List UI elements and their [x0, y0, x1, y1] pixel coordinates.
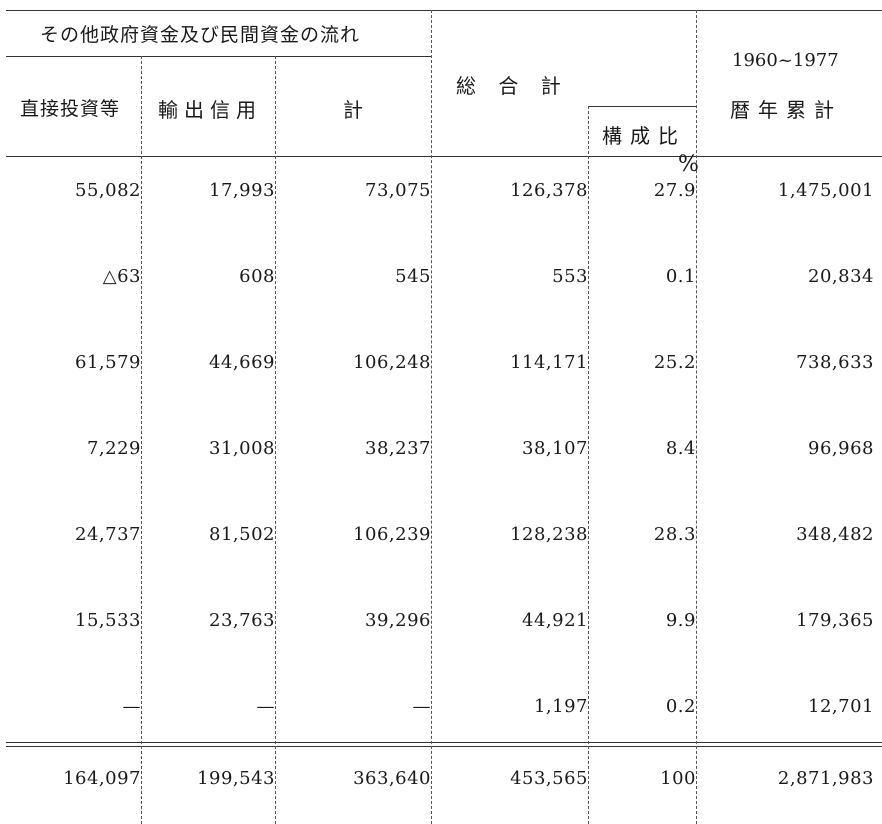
- row-cell-direct: —: [122, 696, 141, 717]
- col-divider-5: [696, 10, 697, 824]
- row-cell-cumulative: 1,475,001: [777, 180, 874, 201]
- percent-sign: %: [678, 152, 699, 177]
- row-cell-cumulative: 348,482: [796, 524, 874, 545]
- row-cell-export: 31,008: [209, 438, 275, 459]
- row-cell-share: 0.2: [665, 696, 696, 717]
- row-cell-export: 81,502: [209, 524, 275, 545]
- row-cell-subtotal: 106,248: [353, 352, 431, 373]
- row-cell-total: 126,378: [510, 180, 588, 201]
- row-cell-export: 17,993: [209, 180, 275, 201]
- table-top-rule: [6, 10, 882, 11]
- row-cell-subtotal: 545: [395, 266, 431, 287]
- total-subtotal: 363,640: [353, 768, 431, 789]
- subtotal-header: 計: [343, 98, 367, 122]
- total-rule-2: [6, 746, 882, 747]
- row-cell-export: 608: [239, 266, 275, 287]
- row-cell-total: 553: [552, 266, 588, 287]
- row-cell-cumulative: 738,633: [796, 352, 874, 373]
- export-credit-header: 輸出信用: [158, 98, 262, 122]
- row-cell-share: 25.2: [653, 352, 696, 373]
- grand-total-header: 総 合 計: [456, 74, 569, 98]
- row-cell-share: 0.1: [665, 266, 696, 287]
- col-divider-4: [588, 106, 589, 824]
- row-cell-total: 114,171: [510, 352, 588, 373]
- row-cell-export: 23,763: [209, 610, 275, 631]
- row-cell-share: 8.4: [665, 438, 696, 459]
- total-grand: 453,565: [510, 768, 588, 789]
- row-cell-total: 38,107: [522, 438, 588, 459]
- row-cell-total: 1,197: [533, 696, 588, 717]
- row-cell-direct: △63: [102, 266, 141, 287]
- direct-investment-header: 直接投資等: [20, 98, 121, 120]
- row-cell-share: 27.9: [653, 180, 696, 201]
- total-share: 100: [660, 768, 696, 789]
- row-cell-share: 9.9: [665, 610, 696, 631]
- group-header-rule: [6, 56, 431, 57]
- row-cell-export: 44,669: [209, 352, 275, 373]
- total-export: 199,543: [197, 768, 275, 789]
- total-cumulative: 2,871,983: [777, 768, 874, 789]
- col-divider-1: [141, 56, 142, 824]
- row-cell-subtotal: 73,075: [365, 180, 431, 201]
- group-header: その他政府資金及び民間資金の流れ: [40, 24, 361, 46]
- row-cell-cumulative: 20,834: [808, 266, 874, 287]
- row-cell-export: —: [256, 696, 275, 717]
- row-cell-direct: 24,737: [75, 524, 141, 545]
- row-cell-direct: 15,533: [75, 610, 141, 631]
- header-bottom-rule: [6, 156, 882, 157]
- row-cell-cumulative: 179,365: [796, 610, 874, 631]
- row-cell-total: 128,238: [510, 524, 588, 545]
- share-header-rule: [588, 106, 696, 107]
- cumulative-years-header: 1960~1977: [732, 50, 839, 71]
- row-cell-direct: 7,229: [86, 438, 141, 459]
- total-direct: 164,097: [63, 768, 141, 789]
- row-cell-direct: 55,082: [75, 180, 141, 201]
- row-cell-subtotal: 106,239: [353, 524, 431, 545]
- row-cell-cumulative: 96,968: [808, 438, 874, 459]
- row-cell-cumulative: 12,701: [808, 696, 874, 717]
- row-cell-subtotal: —: [412, 696, 431, 717]
- cumulative-label-header: 暦年累計: [730, 98, 842, 122]
- row-cell-direct: 61,579: [75, 352, 141, 373]
- col-divider-2: [275, 56, 276, 824]
- row-cell-share: 28.3: [653, 524, 696, 545]
- row-cell-subtotal: 38,237: [365, 438, 431, 459]
- row-cell-total: 44,921: [522, 610, 588, 631]
- share-header: 構成比: [602, 124, 686, 148]
- total-rule-1: [6, 742, 882, 743]
- col-divider-3: [431, 10, 432, 824]
- row-cell-subtotal: 39,296: [365, 610, 431, 631]
